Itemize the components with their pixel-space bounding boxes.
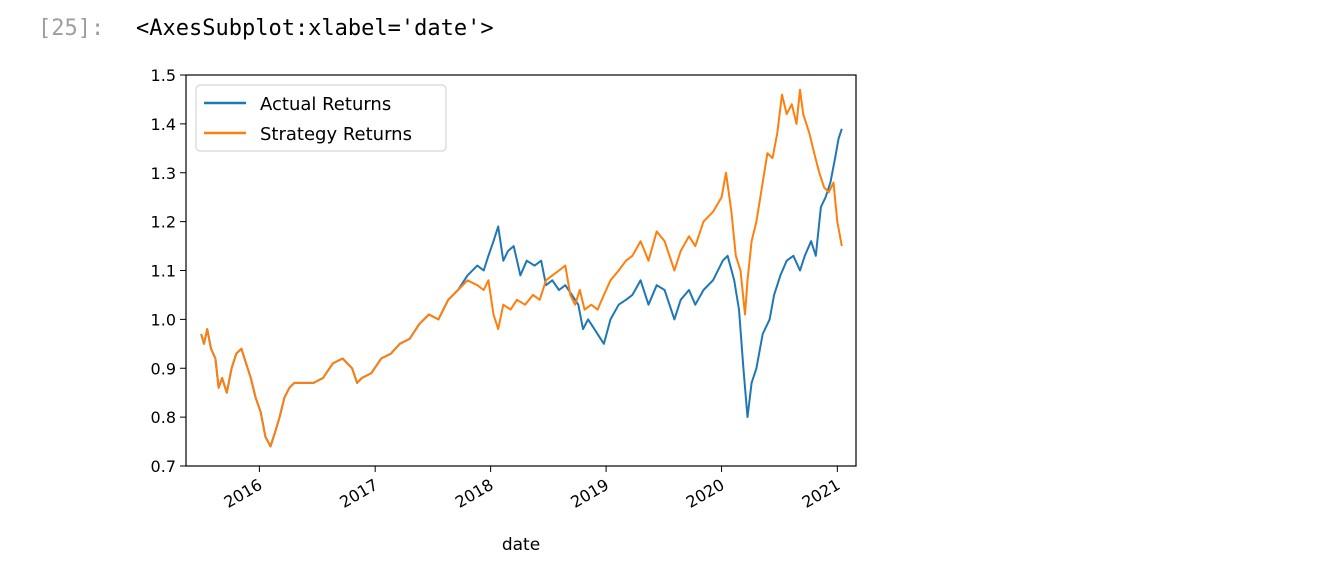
- x-tick-label: 2016: [221, 475, 266, 512]
- series-line-actual-returns: [200, 128, 843, 448]
- series-layer: [200, 88, 843, 448]
- x-tick-label: 2017: [336, 475, 381, 512]
- x-tick-label: 2018: [452, 475, 497, 512]
- series-line-strategy-returns: [200, 88, 843, 448]
- y-tick-label: 0.7: [151, 457, 176, 476]
- y-axis: 0.7 0.8 0.9 1.0 1.1 1.2 1.3 1.4 1.5: [151, 66, 186, 476]
- cell-output-text: <AxesSubplot:xlabel='date'>: [136, 16, 494, 41]
- y-tick-label: 1.1: [151, 262, 176, 281]
- legend-label: Actual Returns: [260, 94, 391, 115]
- x-axis-label: date: [502, 535, 540, 555]
- x-tick-label: 2019: [567, 475, 612, 512]
- y-tick-label: 0.8: [151, 408, 176, 427]
- y-tick-label: 1.0: [151, 310, 176, 329]
- legend-box: [195, 84, 447, 152]
- legend-label: Strategy Returns: [260, 124, 412, 145]
- y-tick-label: 1.2: [151, 213, 176, 232]
- x-tick-label: 2020: [683, 475, 728, 512]
- y-tick-label: 1.3: [151, 164, 176, 183]
- y-tick-label: 1.4: [151, 115, 176, 134]
- y-tick-label: 1.5: [151, 66, 176, 85]
- cell-prompt: [25]:: [38, 16, 105, 41]
- x-axis: 2016 2017 2018 2019 2020 2021: [221, 466, 844, 512]
- x-tick-label: 2021: [799, 475, 844, 512]
- y-tick-label: 0.9: [151, 359, 176, 378]
- legend: Actual Returns Strategy Returns: [195, 84, 447, 152]
